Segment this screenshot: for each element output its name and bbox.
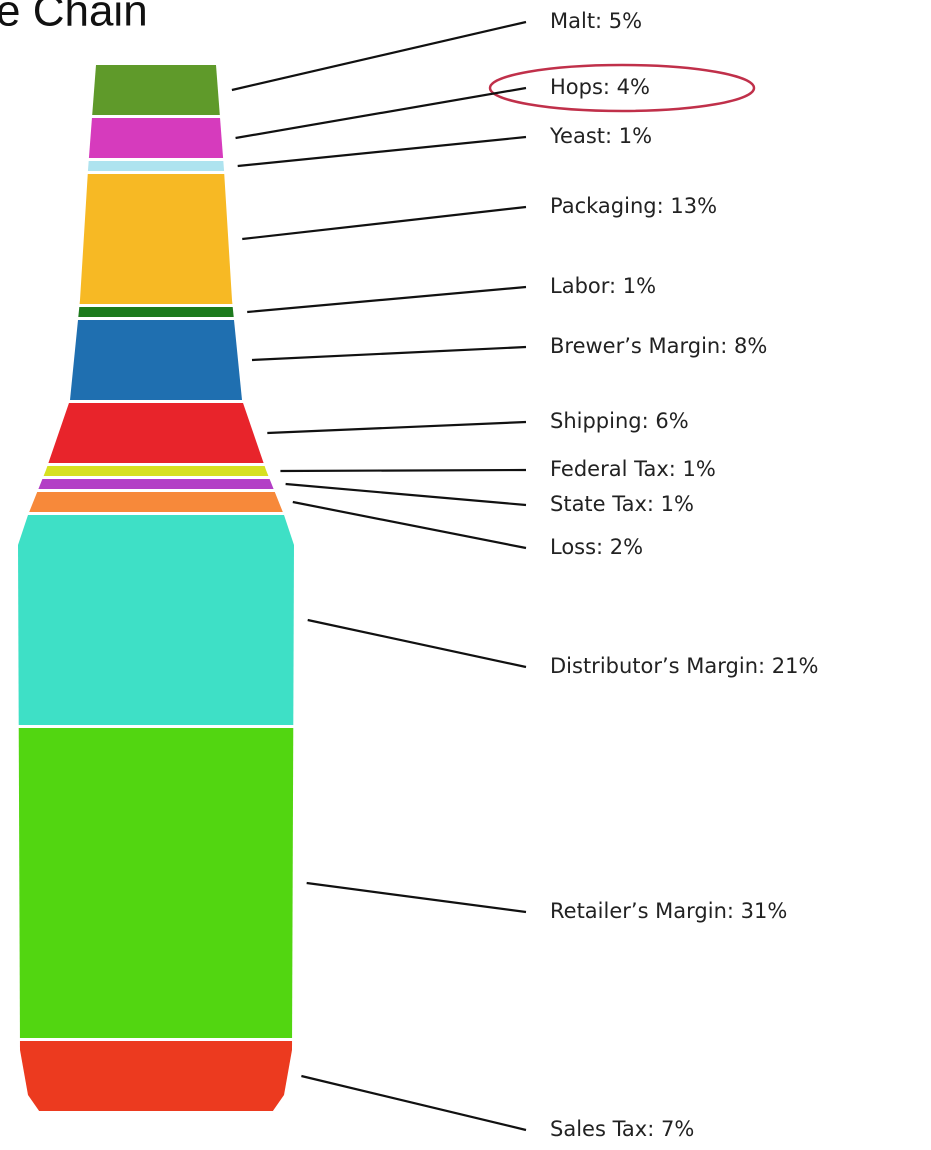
segment-label: Hops: 4%	[550, 75, 650, 99]
segment-label: Loss: 2%	[550, 535, 643, 559]
bottle-segment	[48, 403, 264, 463]
leader-line	[267, 420, 527, 435]
leader-line	[251, 345, 527, 362]
leader-line	[247, 285, 527, 314]
chart-title: e Chain	[0, 0, 148, 36]
bottle-segment	[92, 65, 220, 115]
leader-line	[242, 205, 527, 241]
bottle-segment	[88, 118, 224, 158]
bottle-segment	[78, 307, 234, 317]
leader-line	[285, 482, 527, 507]
bottle-segment	[19, 1041, 293, 1111]
highlight-ellipse	[488, 63, 756, 113]
leader-line	[301, 1074, 527, 1132]
segment-label: Retailer’s Margin: 31%	[550, 899, 787, 923]
segment-label: Packaging: 13%	[550, 194, 717, 218]
bottle-segment	[43, 466, 269, 476]
segment-label: Sales Tax: 7%	[550, 1117, 694, 1141]
bottle-segment	[70, 320, 242, 400]
segment-label: Distributor’s Margin: 21%	[550, 654, 818, 678]
leader-line	[235, 86, 527, 140]
bottle-segment	[29, 492, 283, 512]
bottle-segment	[38, 479, 274, 489]
segment-label: Brewer’s Margin: 8%	[550, 334, 767, 358]
segment-label: State Tax: 1%	[550, 492, 694, 516]
bottle-segment	[79, 174, 233, 304]
bottle-segment	[18, 728, 294, 1038]
bottle-segment	[87, 161, 225, 171]
segment-label: Labor: 1%	[550, 274, 656, 298]
leader-line	[307, 618, 527, 669]
leader-line	[280, 468, 527, 473]
segment-label: Yeast: 1%	[549, 124, 652, 148]
segment-label: Federal Tax: 1%	[550, 457, 716, 481]
segment-label: Malt: 5%	[550, 9, 642, 33]
segment-label: Shipping: 6%	[550, 409, 689, 433]
leader-line	[237, 135, 527, 168]
leader-line	[231, 20, 527, 92]
bottle-segment	[18, 515, 294, 725]
leader-line	[292, 500, 527, 550]
leader-line	[306, 881, 527, 914]
